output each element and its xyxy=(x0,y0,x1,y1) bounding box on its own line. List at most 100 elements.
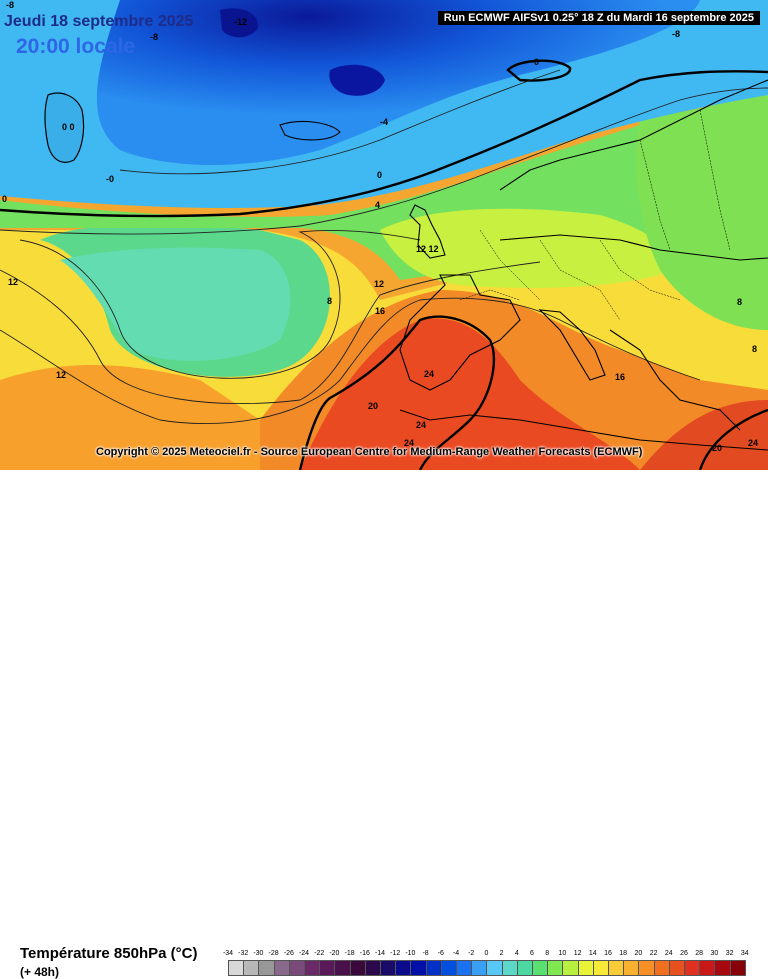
parameter-title: Température 850hPa (°C) xyxy=(20,945,198,962)
contour-16 xyxy=(0,297,701,424)
legend-tick-label: -32 xyxy=(238,950,249,957)
legend-tick-label: -6 xyxy=(437,950,444,957)
legend-tick-label: 12 xyxy=(573,950,582,957)
legend-color-cell xyxy=(410,960,427,976)
band-coldest xyxy=(329,64,385,96)
legend-color-cell xyxy=(562,960,579,976)
legend-tick-label: 28 xyxy=(695,950,704,957)
legend-color-cell xyxy=(501,960,518,976)
band-red-east xyxy=(640,400,768,470)
isotherm-zero-loop xyxy=(506,59,572,82)
legend-tick-label: 24 xyxy=(664,950,673,957)
legend-tick-label: -28 xyxy=(268,950,279,957)
band-coldest-2 xyxy=(220,8,259,38)
legend-tick-label: -10 xyxy=(405,950,416,957)
legend-color-cell xyxy=(364,960,381,976)
band-green-light xyxy=(60,247,291,361)
legend-color-cell xyxy=(516,960,533,976)
contour-12 xyxy=(0,261,541,405)
map-label: 0 xyxy=(534,57,540,67)
legend-color-cell xyxy=(638,960,655,976)
legend-color-cell xyxy=(349,960,366,976)
legend-color-cell xyxy=(668,960,685,976)
map-label: 8 xyxy=(327,296,333,306)
map-label: 12 xyxy=(8,277,19,287)
map-label: 12 xyxy=(56,370,67,380)
legend-tick-label: -18 xyxy=(344,950,355,957)
legend-color-cell xyxy=(228,960,245,976)
map-label: 16 xyxy=(375,306,386,316)
map-label: -12 xyxy=(234,17,248,27)
legend-color-cell xyxy=(319,960,336,976)
legend-tick-label: -30 xyxy=(253,950,264,957)
map-label: 20 xyxy=(712,443,723,453)
forecast-date: Jeudi 18 septembre 2025 xyxy=(4,13,194,30)
map-label: 12 xyxy=(374,279,385,289)
legend-tick-label: 34 xyxy=(740,950,749,957)
band-red xyxy=(300,318,640,470)
legend-color-cell xyxy=(288,960,305,976)
legend-tick-label: 20 xyxy=(634,950,643,957)
temperature-map: Jeudi 18 septembre 2025 20:00 locale Run… xyxy=(0,0,768,470)
legend-tick-label: 2 xyxy=(499,950,504,957)
map-label: -8 xyxy=(672,29,681,39)
copyright-notice: Copyright © 2025 Meteociel.fr - Source E… xyxy=(96,446,643,458)
legend-color-cell xyxy=(471,960,488,976)
map-label: 12 12 xyxy=(416,244,439,254)
map-label: 8 xyxy=(737,297,743,307)
map-label: 4 xyxy=(375,200,381,210)
legend-tick-label: -8 xyxy=(422,950,429,957)
map-label: 0 0 xyxy=(62,122,75,132)
legend-color-cell xyxy=(395,960,412,976)
map-label: 24 xyxy=(404,438,415,448)
legend-color-cell xyxy=(547,960,564,976)
legend-tick-label: 0 xyxy=(484,950,489,957)
legend-color-cell xyxy=(440,960,457,976)
legend-tick-label: 26 xyxy=(680,950,688,957)
lead-time: (+ 48h) xyxy=(20,965,60,979)
legend-tick-label: -2 xyxy=(468,950,475,957)
legend-color-cell xyxy=(653,960,670,976)
legend-color-cell xyxy=(456,960,473,976)
legend-color-cell xyxy=(486,960,503,976)
coastlines xyxy=(279,79,768,451)
legend-color-cell xyxy=(273,960,290,976)
legend-color-cell xyxy=(592,960,609,976)
legend-color-cell xyxy=(699,960,716,976)
legend-tick-label: -24 xyxy=(298,950,310,957)
contour-4 xyxy=(0,87,768,235)
map-label: 0 xyxy=(2,194,8,204)
legend-tick-label: 32 xyxy=(725,950,734,957)
contour-minus4 xyxy=(119,69,561,175)
contour-8 xyxy=(19,229,421,379)
legend-color-cell xyxy=(258,960,275,976)
map-label: 20 xyxy=(368,401,379,411)
band-cold-core xyxy=(96,0,700,165)
legend-color-cell xyxy=(334,960,351,976)
legend-tick-label: -20 xyxy=(329,950,340,957)
legend-color-cell xyxy=(729,960,746,976)
legend-color-cell xyxy=(304,960,321,976)
map-label: 24 xyxy=(748,438,759,448)
isotherm-20 xyxy=(298,315,496,470)
legend-tick-label: 6 xyxy=(530,950,534,957)
band-lime xyxy=(380,208,667,288)
legend-tick-label: -22 xyxy=(314,950,325,957)
greenland xyxy=(44,92,85,163)
legend-tick-label: 4 xyxy=(514,950,519,957)
legend-color-cell xyxy=(532,960,549,976)
legend-tick-label: 14 xyxy=(588,950,597,957)
map-label: -8 xyxy=(6,0,15,10)
legend-tick-label: 22 xyxy=(649,950,658,957)
legend-tick-label: -4 xyxy=(452,950,460,957)
model-run-label: Run ECMWF AIFSv1 0.25° 18 Z du Mardi 16 … xyxy=(437,11,760,25)
legend-tick-label: -34 xyxy=(222,950,234,957)
legend-color-cell xyxy=(608,960,625,976)
map-label: -4 xyxy=(380,117,389,127)
legend-tick-label: 16 xyxy=(604,950,612,957)
legend-tick-label: 8 xyxy=(545,950,550,957)
legend-tick-label: -14 xyxy=(374,950,386,957)
legend-tick-label: 18 xyxy=(619,950,628,957)
legend-tick-label: -16 xyxy=(359,950,370,957)
map-label: 8 xyxy=(752,344,758,354)
